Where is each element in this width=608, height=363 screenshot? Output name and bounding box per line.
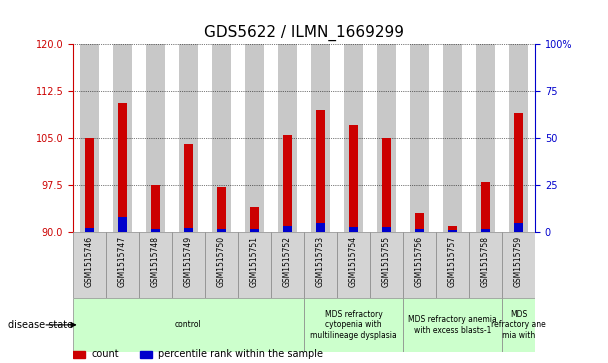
FancyBboxPatch shape (469, 232, 502, 298)
Text: GSM1515758: GSM1515758 (481, 236, 490, 286)
Bar (514, 223, 523, 232)
Bar (145, 44, 165, 232)
Bar (112, 44, 133, 232)
Text: count: count (91, 349, 119, 359)
Bar (448, 231, 457, 232)
Bar (217, 187, 226, 232)
FancyBboxPatch shape (172, 232, 205, 298)
FancyBboxPatch shape (238, 232, 271, 298)
Bar (184, 144, 193, 232)
Bar (73, 351, 85, 358)
Bar (283, 135, 292, 232)
FancyBboxPatch shape (271, 232, 304, 298)
Bar (118, 217, 127, 232)
Bar (151, 185, 160, 232)
Bar (415, 229, 424, 232)
Bar (316, 110, 325, 232)
Bar (184, 228, 193, 232)
FancyBboxPatch shape (205, 232, 238, 298)
Bar (250, 207, 259, 232)
FancyBboxPatch shape (139, 232, 172, 298)
Bar (349, 227, 358, 232)
FancyBboxPatch shape (73, 298, 304, 352)
Bar (85, 138, 94, 232)
FancyBboxPatch shape (370, 232, 403, 298)
Bar (250, 229, 259, 232)
Bar (85, 228, 94, 232)
FancyBboxPatch shape (436, 232, 469, 298)
Text: GSM1515750: GSM1515750 (217, 236, 226, 287)
Text: GSM1515752: GSM1515752 (283, 236, 292, 286)
Bar (212, 44, 232, 232)
Bar (118, 103, 127, 232)
Bar (179, 44, 198, 232)
Bar (514, 113, 523, 232)
Bar (140, 351, 152, 358)
Text: GSM1515756: GSM1515756 (415, 236, 424, 287)
Text: MDS refractory
cytopenia with
multilineage dysplasia: MDS refractory cytopenia with multilinea… (310, 310, 397, 340)
Bar (283, 226, 292, 232)
Bar (80, 44, 99, 232)
Text: GSM1515748: GSM1515748 (151, 236, 160, 286)
Text: control: control (175, 321, 202, 329)
Bar (376, 44, 396, 232)
FancyBboxPatch shape (73, 232, 106, 298)
Bar (382, 227, 391, 232)
FancyBboxPatch shape (403, 232, 436, 298)
Bar (244, 44, 264, 232)
FancyBboxPatch shape (304, 298, 403, 352)
Bar (349, 125, 358, 232)
Text: GSM1515757: GSM1515757 (448, 236, 457, 287)
Text: GSM1515751: GSM1515751 (250, 236, 259, 286)
FancyBboxPatch shape (337, 232, 370, 298)
FancyBboxPatch shape (502, 232, 535, 298)
FancyBboxPatch shape (502, 298, 535, 352)
Bar (481, 229, 490, 232)
FancyBboxPatch shape (106, 232, 139, 298)
Text: MDS refractory anemia
with excess blasts-1: MDS refractory anemia with excess blasts… (408, 315, 497, 335)
Text: GSM1515754: GSM1515754 (349, 236, 358, 287)
Text: GSM1515749: GSM1515749 (184, 236, 193, 287)
Bar (217, 229, 226, 232)
Text: GSM1515753: GSM1515753 (316, 236, 325, 287)
Bar (311, 44, 330, 232)
Bar (475, 44, 496, 232)
FancyBboxPatch shape (304, 232, 337, 298)
FancyBboxPatch shape (403, 298, 502, 352)
Text: GSM1515747: GSM1515747 (118, 236, 127, 287)
Bar (448, 226, 457, 232)
Text: MDS
refractory ane
mia with: MDS refractory ane mia with (491, 310, 546, 340)
Text: GSM1515755: GSM1515755 (382, 236, 391, 287)
Title: GDS5622 / ILMN_1669299: GDS5622 / ILMN_1669299 (204, 25, 404, 41)
Text: percentile rank within the sample: percentile rank within the sample (158, 349, 323, 359)
Bar (410, 44, 429, 232)
Bar (481, 182, 490, 232)
Text: GSM1515759: GSM1515759 (514, 236, 523, 287)
Bar (415, 213, 424, 232)
Text: GSM1515746: GSM1515746 (85, 236, 94, 287)
Bar (344, 44, 364, 232)
Bar (151, 229, 160, 232)
Bar (443, 44, 463, 232)
Bar (316, 223, 325, 232)
Bar (278, 44, 297, 232)
Bar (382, 138, 391, 232)
Text: disease state: disease state (8, 320, 73, 330)
Bar (509, 44, 528, 232)
